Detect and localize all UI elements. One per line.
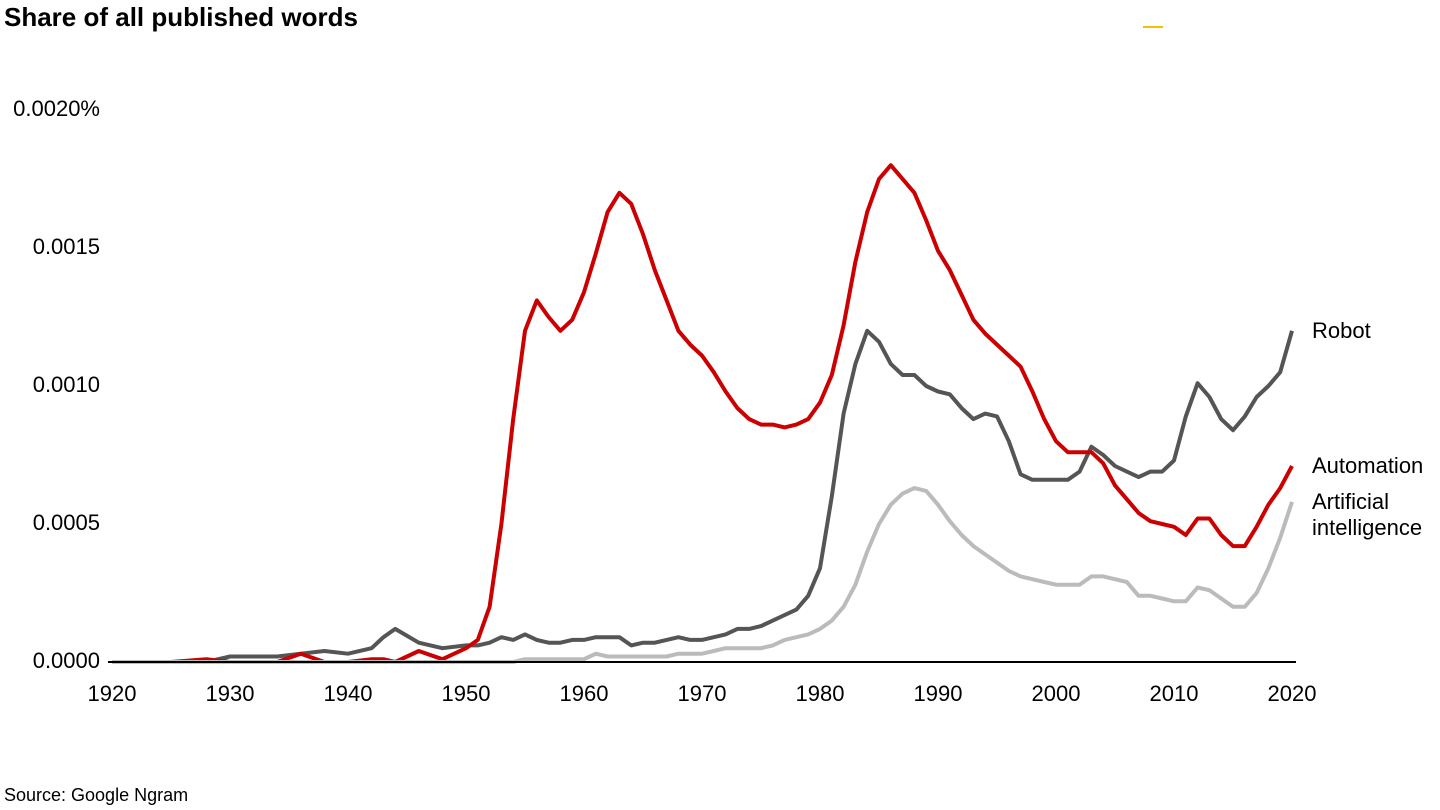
chart-title: Share of all published words [4,2,358,32]
x-tick-label: 1980 [796,681,845,706]
source-note: Source: Google Ngram [4,785,189,805]
x-tick-label: 2010 [1150,681,1199,706]
series-label: Automation [1312,453,1424,479]
y-tick-label: 0.0015 [33,234,100,259]
x-tick-label: 2000 [1032,681,1081,706]
x-tick-label: 1920 [88,681,137,706]
y-tick-label: 0.0005 [33,510,100,535]
x-tick-label: 1970 [678,681,727,706]
series-line [112,163,1294,664]
series-label: Artificial intelligence [1312,488,1423,540]
series-line [112,486,1294,664]
x-tick-label: 1930 [206,681,255,706]
y-tick-label: 0.0020% [13,96,100,121]
x-tick-label: 1940 [324,681,373,706]
x-tick-label: 1990 [914,681,963,706]
x-tick-label: 1960 [560,681,609,706]
series-label: Robot [1312,317,1371,343]
y-tick-label: 0.0000 [33,648,100,673]
x-tick-label: 2020 [1268,681,1317,706]
series-line [112,328,1294,664]
y-tick-label: 0.0010 [33,372,100,397]
x-tick-label: 1950 [442,681,491,706]
